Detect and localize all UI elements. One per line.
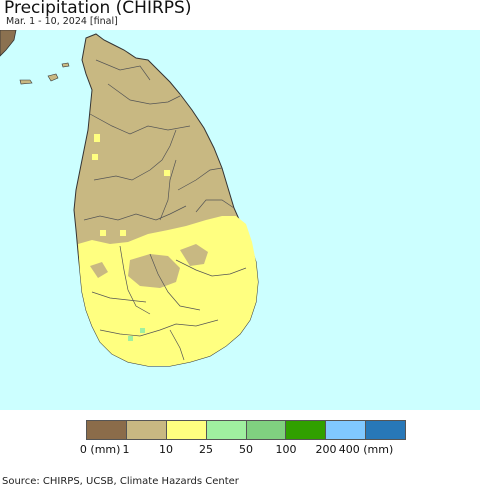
legend-label-3: 25 bbox=[199, 443, 213, 456]
wet-pixel bbox=[164, 170, 170, 176]
wet-pixel bbox=[100, 230, 106, 236]
wet-region bbox=[78, 216, 258, 366]
dry-patch bbox=[180, 244, 208, 266]
legend-swatch-6 bbox=[326, 421, 367, 439]
legend-label-7: 400 (mm) bbox=[338, 443, 394, 456]
island bbox=[47, 73, 59, 82]
legend-swatch-7 bbox=[366, 421, 405, 439]
map-subtitle: Mar. 1 - 10, 2024 [final] bbox=[6, 16, 118, 27]
dry-patch bbox=[128, 254, 180, 288]
legend-label-5: 100 bbox=[275, 443, 297, 456]
legend-swatch-3 bbox=[206, 421, 247, 439]
legend-swatch-2 bbox=[166, 421, 207, 439]
island bbox=[19, 79, 33, 85]
district-boundaries bbox=[83, 59, 247, 361]
india-mainland bbox=[0, 30, 17, 57]
map-title: Precipitation (CHIRPS) bbox=[4, 0, 192, 18]
wet-pixel bbox=[92, 154, 98, 160]
green-pixel bbox=[128, 336, 133, 341]
legend-swatch-4 bbox=[246, 421, 287, 439]
wet-pixel bbox=[120, 230, 126, 236]
legend-label-6: 200 bbox=[315, 443, 337, 456]
legend-swatch-5 bbox=[286, 421, 327, 439]
island bbox=[61, 62, 70, 68]
source-credit: Source: CHIRPS, UCSB, Climate Hazards Ce… bbox=[2, 476, 239, 487]
legend-swatch-0 bbox=[87, 421, 127, 439]
precipitation-map bbox=[0, 30, 480, 410]
legend-bar bbox=[86, 420, 406, 440]
map-frame bbox=[0, 30, 480, 410]
legend-label-0: 0 (mm) bbox=[79, 443, 121, 456]
green-pixel bbox=[140, 328, 145, 333]
legend-label-4: 50 bbox=[239, 443, 253, 456]
legend-label-2: 10 bbox=[159, 443, 173, 456]
dry-patch bbox=[90, 262, 108, 278]
legend-label-1: 1 bbox=[122, 443, 130, 456]
wet-pixel bbox=[94, 134, 100, 142]
legend-swatch-1 bbox=[126, 421, 167, 439]
